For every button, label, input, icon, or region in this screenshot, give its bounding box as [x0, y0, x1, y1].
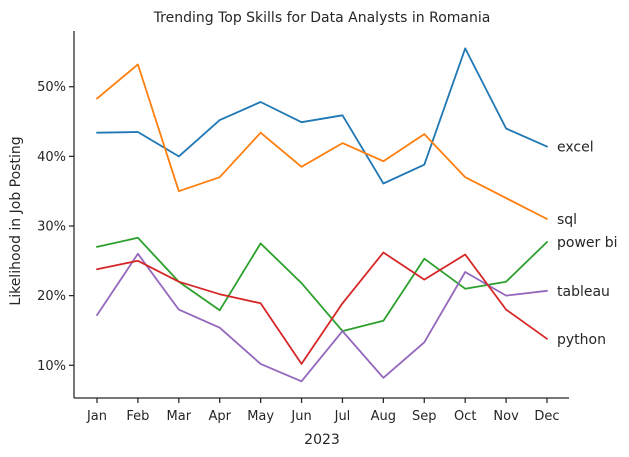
x-tick-label: Mar [167, 409, 192, 424]
y-tick-label: 40% [37, 150, 66, 165]
series-label-power-bi: power bi [557, 235, 618, 251]
y-tick-label: 10% [37, 359, 66, 374]
series-label-sql: sql [557, 212, 577, 228]
x-tick-label: Jun [290, 409, 311, 424]
y-axis-label: Likelihood in Job Posting [8, 136, 24, 305]
x-tick-label: Sep [412, 409, 437, 424]
series-label-excel: excel [557, 140, 594, 156]
x-tick-label: Jul [334, 409, 351, 424]
chart-title: Trending Top Skills for Data Analysts in… [153, 10, 491, 26]
series-line-power-bi [96, 236, 548, 333]
series-label-tableau: tableau [557, 284, 610, 300]
y-tick-label: 20% [37, 289, 66, 304]
series-label-python: python [557, 332, 606, 348]
series-line-sql [96, 63, 548, 220]
x-tick-label: Nov [493, 409, 519, 424]
x-axis-label: 2023 [304, 432, 340, 448]
x-tick-label: Apr [208, 409, 231, 424]
series-line-python [96, 251, 548, 365]
x-tick-label: Aug [371, 409, 396, 424]
x-tick-label: Feb [126, 409, 149, 424]
plot-area: 10% 20% 30% 40% 50% Jan Feb Mar Apr May Jun Jul Aug S… [37, 31, 618, 424]
x-tick-label: Oct [454, 409, 476, 424]
x-tick-label: May [247, 409, 274, 424]
x-tick-label: Dec [534, 409, 559, 424]
y-tick-label: 50% [37, 80, 66, 95]
series-line-excel [96, 47, 548, 185]
x-tick-label: Jan [86, 409, 107, 424]
y-tick-label: 30% [37, 219, 66, 234]
series-line-tableau [96, 252, 548, 383]
